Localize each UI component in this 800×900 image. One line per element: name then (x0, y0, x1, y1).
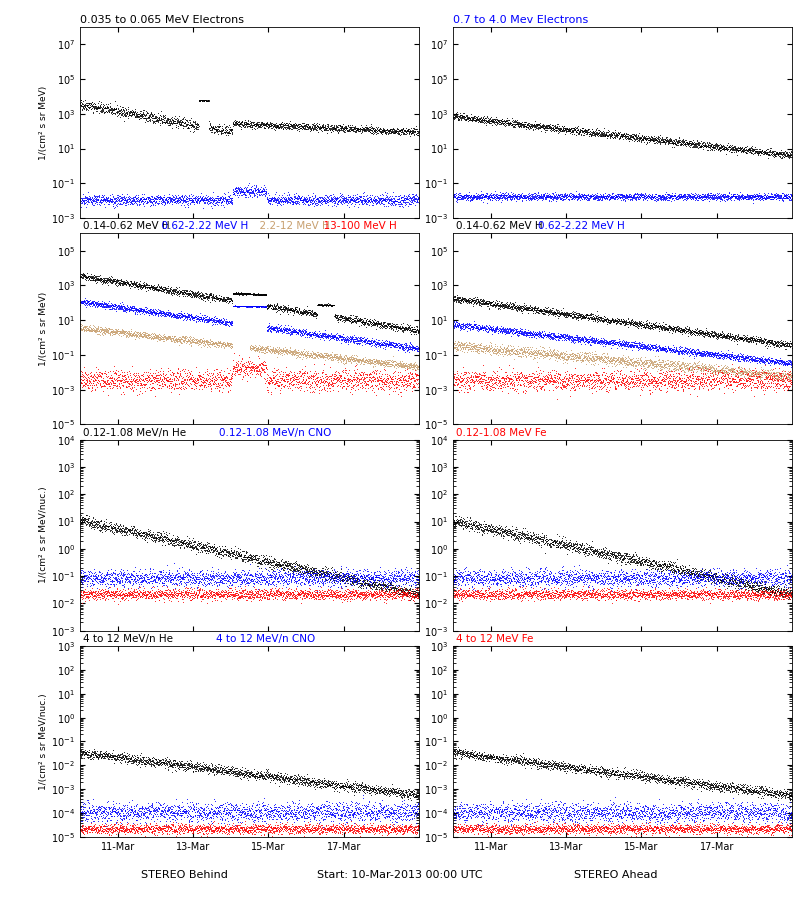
Text: 0.12-1.08 MeV/n CNO: 0.12-1.08 MeV/n CNO (219, 428, 331, 437)
Y-axis label: 1/(cm² s sr MeV/nuc.): 1/(cm² s sr MeV/nuc.) (39, 487, 48, 583)
Text: 0.62-2.22 MeV H: 0.62-2.22 MeV H (154, 221, 248, 231)
Text: 2.2-12 MeV H: 2.2-12 MeV H (253, 221, 330, 231)
Text: 0.12-1.08 MeV Fe: 0.12-1.08 MeV Fe (456, 428, 547, 437)
Text: 4 to 12 MeV Fe: 4 to 12 MeV Fe (456, 634, 534, 644)
Text: 0.7 to 4.0 Mev Electrons: 0.7 to 4.0 Mev Electrons (453, 14, 588, 25)
Text: STEREO Behind: STEREO Behind (141, 869, 227, 879)
Text: 4 to 12 MeV/n CNO: 4 to 12 MeV/n CNO (216, 634, 315, 644)
Y-axis label: 1/(cm² s sr MeV/nuc.): 1/(cm² s sr MeV/nuc.) (39, 693, 48, 790)
Text: 4 to 12 MeV/n He: 4 to 12 MeV/n He (83, 634, 174, 644)
Text: Start: 10-Mar-2013 00:00 UTC: Start: 10-Mar-2013 00:00 UTC (317, 869, 483, 879)
Text: 0.14-0.62 MeV H: 0.14-0.62 MeV H (83, 221, 170, 231)
Y-axis label: 1/(cm² s sr MeV): 1/(cm² s sr MeV) (39, 292, 48, 366)
Text: 0.035 to 0.065 MeV Electrons: 0.035 to 0.065 MeV Electrons (80, 14, 244, 25)
Text: STEREO Ahead: STEREO Ahead (574, 869, 658, 879)
Text: 0.62-2.22 MeV H: 0.62-2.22 MeV H (538, 221, 625, 231)
Text: 0.14-0.62 MeV H: 0.14-0.62 MeV H (456, 221, 543, 231)
Text: 13-100 MeV H: 13-100 MeV H (318, 221, 397, 231)
Text: 0.12-1.08 MeV/n He: 0.12-1.08 MeV/n He (83, 428, 186, 437)
Y-axis label: 1/(cm² s sr MeV): 1/(cm² s sr MeV) (39, 86, 48, 159)
